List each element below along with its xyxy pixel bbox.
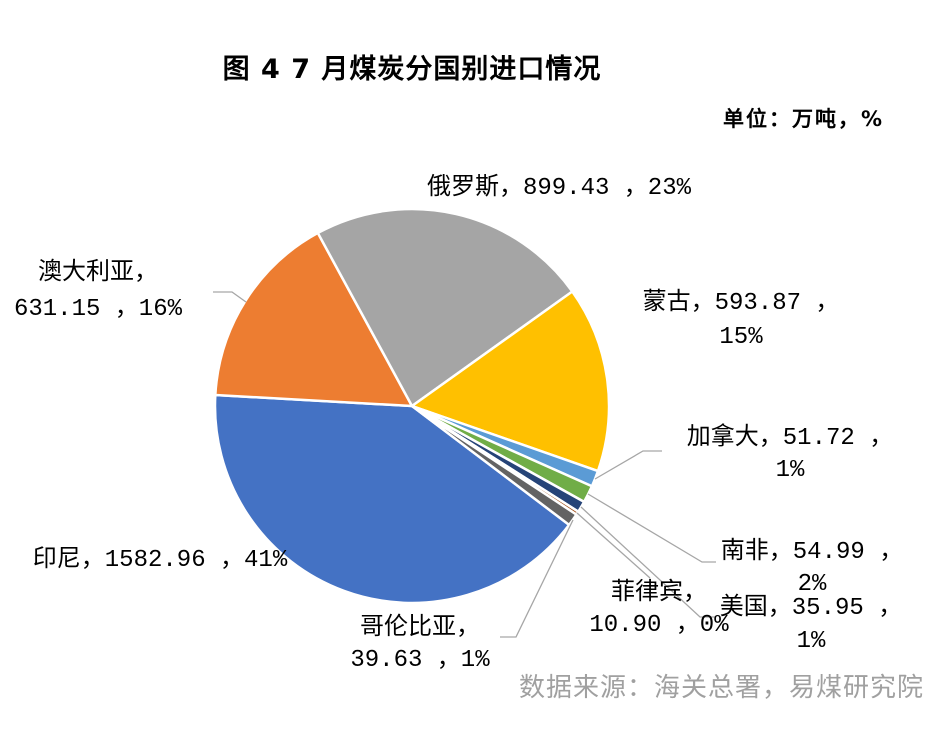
slice-percent: 1 [797, 628, 811, 655]
label-separator: ， [759, 425, 783, 452]
label-separator: ， [815, 290, 839, 317]
slice-percent: 15 [719, 324, 748, 351]
label-line: 39.63 ，1% [350, 647, 490, 674]
slice-percent: 41 [244, 547, 273, 574]
label-separator: ， [879, 539, 903, 566]
slice-percent: 16 [139, 296, 168, 323]
label-separator: ， [676, 612, 700, 639]
slice-percent: 23 [648, 175, 677, 202]
data-label-colombia: 哥伦比亚， 39.63 ，1% [350, 613, 490, 674]
label-line: 蒙古，593.87 ， [643, 288, 840, 317]
pie-slice-mongolia [410, 290, 611, 473]
slice-name: 澳大利亚 [38, 258, 134, 287]
label-line: 澳大利亚， [38, 258, 158, 287]
label-separator: ， [220, 547, 244, 574]
label-line: 菲律宾， [611, 578, 707, 607]
label-line: 印尼，1582.96 ，41% [33, 545, 288, 574]
label-separator: ， [878, 595, 902, 622]
chart-title: 图 4 7 月煤炭分国别进口情况 [223, 54, 602, 85]
pie-slices [213, 207, 611, 605]
leader-line-canada [594, 450, 662, 480]
slice-value: 593.87 [715, 290, 816, 317]
slice-name: 蒙古 [643, 288, 691, 317]
label-separator: ， [499, 175, 523, 202]
data-label-usa: 美国，35.95 ， 1% [720, 593, 902, 655]
slice-name: 俄罗斯 [427, 173, 499, 202]
slice-percent: 1 [461, 647, 475, 674]
leader-line-philippines [576, 512, 651, 579]
slice-percent: 0 [700, 612, 714, 639]
label-line: 1% [797, 628, 826, 655]
data-label-south-africa: 南非，54.99 ， 2% [721, 537, 903, 598]
data-label-indonesia: 印尼，1582.96 ，41% [33, 545, 288, 574]
data-labels: 印尼，1582.96 ，41%澳大利亚， 631.15 ，16%俄罗斯，899.4… [14, 173, 903, 674]
data-label-philippines: 菲律宾， 10.90 ，0% [589, 578, 729, 639]
data-label-russia: 俄罗斯，899.43 ，23% [427, 173, 692, 202]
percent-sign: % [273, 547, 288, 574]
slice-name: 南非 [721, 537, 769, 566]
source-note: 数据来源：海关总署，易煤研究院 [519, 673, 924, 703]
percent-sign: % [790, 457, 805, 484]
slice-value: 10.90 [589, 612, 675, 639]
label-line: 哥伦比亚， [360, 613, 480, 642]
slice-name: 哥伦比亚 [360, 613, 456, 642]
label-line: 美国，35.95 ， [720, 593, 902, 622]
unit-label: 单位：万吨，% [723, 107, 884, 131]
label-line: 1% [776, 457, 805, 484]
pie-slice-indonesia [213, 393, 571, 605]
label-separator: ， [691, 290, 715, 317]
percent-sign: % [812, 571, 827, 598]
slice-percent: 1 [776, 457, 790, 484]
slice-name: 菲律宾 [611, 578, 683, 607]
label-separator: ， [769, 539, 793, 566]
slice-name: 美国 [720, 593, 768, 622]
percent-sign: % [677, 175, 692, 202]
percent-sign: % [811, 628, 826, 655]
data-label-canada: 加拿大，51.72 ， 1% [687, 423, 893, 484]
label-separator: ， [134, 260, 158, 287]
leader-line-colombia [500, 519, 574, 638]
label-line: 10.90 ，0% [589, 612, 729, 639]
pie-slice-australia [214, 231, 414, 408]
label-line: 631.15 ，16% [14, 296, 183, 323]
label-line: 2% [798, 571, 827, 598]
label-separator: ， [115, 296, 139, 323]
percent-sign: % [748, 324, 763, 351]
label-line: 南非，54.99 ， [721, 537, 903, 566]
data-label-mongolia: 蒙古，593.87 ， 15% [643, 288, 840, 351]
slice-value: 1582.96 [105, 547, 220, 574]
label-separator: ， [683, 580, 707, 607]
leader-lines [213, 291, 716, 638]
label-separator: ， [456, 615, 480, 642]
leader-line-usa [580, 506, 716, 618]
label-separator: ， [81, 547, 105, 574]
label-separator: ， [437, 647, 461, 674]
label-separator: ， [624, 175, 648, 202]
data-label-australia: 澳大利亚， 631.15 ，16% [14, 258, 183, 323]
slice-name: 加拿大 [687, 423, 759, 452]
label-line: 15% [719, 324, 763, 351]
label-line: 俄罗斯，899.43 ，23% [427, 173, 692, 202]
label-separator: ， [869, 425, 893, 452]
slice-value: 54.99 [793, 539, 879, 566]
slice-value: 35.95 [792, 595, 878, 622]
slice-name: 印尼 [33, 545, 81, 574]
percent-sign: % [475, 647, 490, 674]
leader-line-australia [213, 291, 247, 303]
slice-value: 51.72 [783, 425, 869, 452]
percent-sign: % [714, 612, 729, 639]
slice-value: 899.43 [523, 175, 624, 202]
slice-percent: 2 [798, 571, 812, 598]
label-line: 加拿大，51.72 ， [687, 423, 893, 452]
leader-line-south-africa [587, 493, 716, 563]
slice-value: 39.63 [350, 647, 436, 674]
slice-value: 631.15 [14, 296, 115, 323]
pie-slice-russia [316, 207, 574, 408]
percent-sign: % [168, 296, 183, 323]
label-separator: ， [768, 595, 792, 622]
pie-slice-colombia [410, 404, 578, 527]
